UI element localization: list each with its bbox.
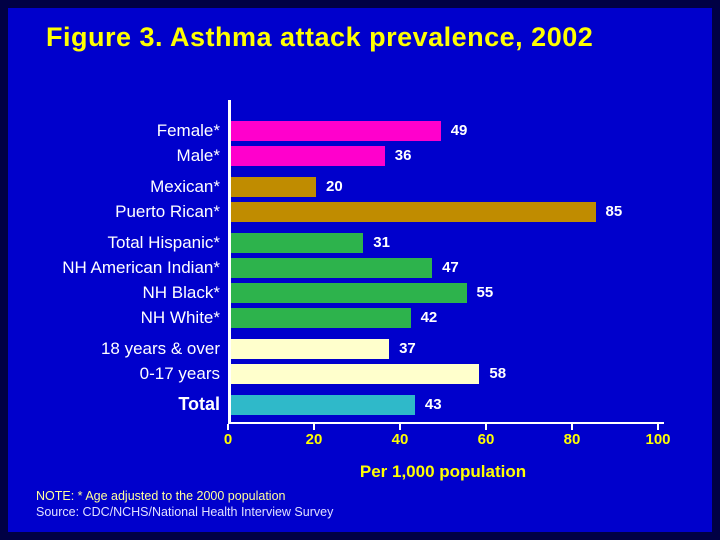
category-label: Female* [156,121,220,140]
axis-tick-label: 80 [563,431,581,448]
axis-tick-label: 40 [391,431,409,448]
category-label: Male* [176,146,220,165]
category-label: Total Hispanic* [107,233,220,252]
bar [230,201,596,222]
category-label: NH American Indian* [62,258,220,277]
bar [230,232,364,253]
bar [230,120,441,141]
axis-tick [227,424,229,430]
bar [230,307,411,328]
category-label: 18 years & over [100,339,220,358]
category-label: 0-17 years [139,364,220,383]
category-label: NH Black* [142,283,220,302]
axis-tick [313,424,315,430]
bar [230,338,390,359]
axis-tick [571,424,573,430]
axis-tick-label: 60 [477,431,495,448]
bar [230,145,385,166]
value-label: 55 [476,284,494,301]
value-label: 36 [394,147,412,164]
value-label: 49 [450,122,468,139]
y-axis-line [228,100,231,422]
category-label: Total [178,394,220,414]
bar [230,363,480,384]
axis-tick-label: 0 [223,431,233,448]
bar [230,394,415,415]
value-label: 47 [442,259,459,276]
value-label: 42 [420,309,438,326]
category-label: NH White* [140,308,220,327]
source-text: Source: CDC/NCHS/National Health Intervi… [36,505,334,519]
bar-chart: Female* 49 Male* 36 Mexican* 20 Puerto Rican* 8… [8,8,712,532]
chart-title: Figure 3. Asthma attack prevalence, 2002 [46,22,594,52]
value-label: 37 [399,340,416,357]
axis-tick [485,424,487,430]
x-axis-title: Per 1,000 population [359,462,527,481]
axis-tick-label: 100 [645,431,671,448]
note-text: NOTE: * Age adjusted to the 2000 populat… [36,489,286,503]
x-axis-line [228,422,664,424]
axis-tick-label: 20 [305,431,323,448]
value-label: 31 [373,234,390,251]
bar [230,176,316,197]
axis-tick [399,424,401,430]
category-label: Mexican* [150,177,220,196]
value-label: 58 [489,365,507,382]
value-label: 85 [605,203,623,220]
bar [230,282,467,303]
value-label: 20 [326,178,343,195]
category-label: Puerto Rican* [115,202,220,221]
value-label: 43 [424,396,442,413]
bar [230,257,433,278]
axis-tick [657,424,659,430]
